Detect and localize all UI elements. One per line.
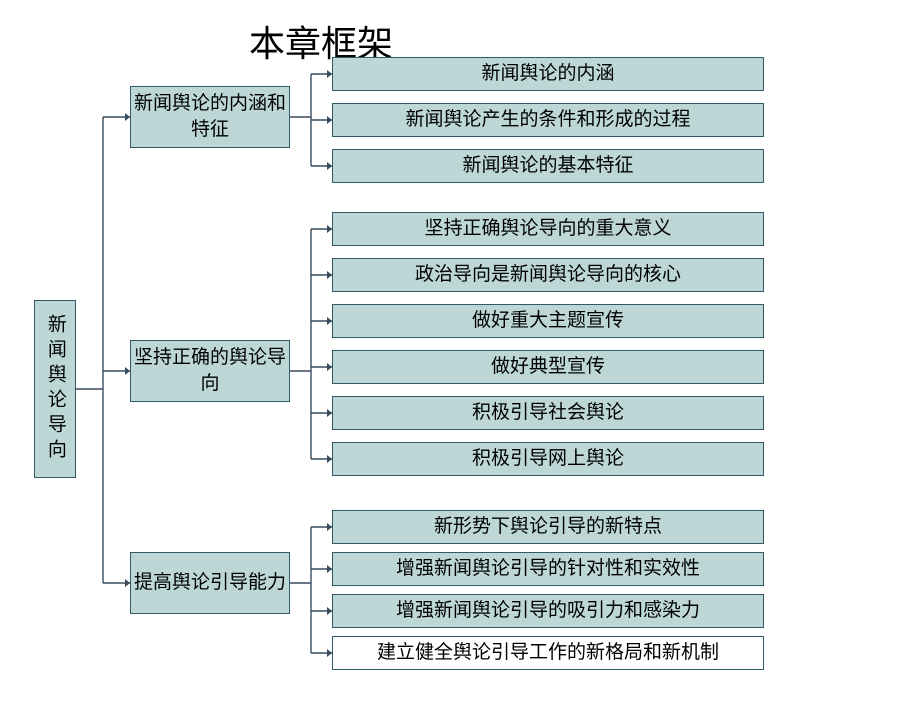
branch-1: 坚持正确的舆论导向 (130, 340, 290, 402)
branch-2-child-3-label: 建立健全舆论引导工作的新格局和新机制 (377, 640, 719, 666)
branch-1-child-3: 做好典型宣传 (332, 350, 764, 384)
branch-2-child-2-label: 增强新闻舆论引导的吸引力和感染力 (396, 598, 700, 624)
branch-2-child-0-label: 新形势下舆论引导的新特点 (434, 514, 662, 540)
branch-1-label: 坚持正确的舆论导向 (131, 345, 289, 396)
branch-1-child-0: 坚持正确舆论导向的重大意义 (332, 212, 764, 246)
branch-0-child-2: 新闻舆论的基本特征 (332, 149, 764, 183)
branch-0-child-0: 新闻舆论的内涵 (332, 57, 764, 91)
branch-0-child-0-label: 新闻舆论的内涵 (481, 61, 614, 87)
branch-0-child-1-label: 新闻舆论产生的条件和形成的过程 (405, 107, 690, 133)
branch-1-child-1-label: 政治导向是新闻舆论导向的核心 (415, 262, 681, 288)
branch-2-child-2: 增强新闻舆论引导的吸引力和感染力 (332, 594, 764, 628)
branch-0: 新闻舆论的内涵和特征 (130, 86, 290, 148)
branch-1-child-3-label: 做好典型宣传 (491, 354, 605, 380)
branch-2-child-3: 建立健全舆论引导工作的新格局和新机制 (332, 636, 764, 670)
branch-2-label: 提高舆论引导能力 (134, 570, 286, 596)
branch-1-child-5-label: 积极引导网上舆论 (472, 446, 624, 472)
branch-0-label: 新闻舆论的内涵和特征 (131, 91, 289, 142)
branch-1-child-1: 政治导向是新闻舆论导向的核心 (332, 258, 764, 292)
branch-1-child-0-label: 坚持正确舆论导向的重大意义 (424, 216, 671, 242)
branch-0-child-1: 新闻舆论产生的条件和形成的过程 (332, 103, 764, 137)
branch-2: 提高舆论引导能力 (130, 552, 290, 614)
branch-2-child-0: 新形势下舆论引导的新特点 (332, 510, 764, 544)
branch-2-child-1: 增强新闻舆论引导的针对性和实效性 (332, 552, 764, 586)
root-node: 新闻舆论导向 (34, 300, 76, 478)
branch-2-child-1-label: 增强新闻舆论引导的针对性和实效性 (396, 556, 700, 582)
branch-1-child-2: 做好重大主题宣传 (332, 304, 764, 338)
branch-1-child-4-label: 积极引导社会舆论 (472, 400, 624, 426)
root-label: 新闻舆论导向 (42, 314, 68, 464)
branch-1-child-5: 积极引导网上舆论 (332, 442, 764, 476)
branch-1-child-4: 积极引导社会舆论 (332, 396, 764, 430)
branch-0-child-2-label: 新闻舆论的基本特征 (462, 153, 633, 179)
branch-1-child-2-label: 做好重大主题宣传 (472, 308, 624, 334)
